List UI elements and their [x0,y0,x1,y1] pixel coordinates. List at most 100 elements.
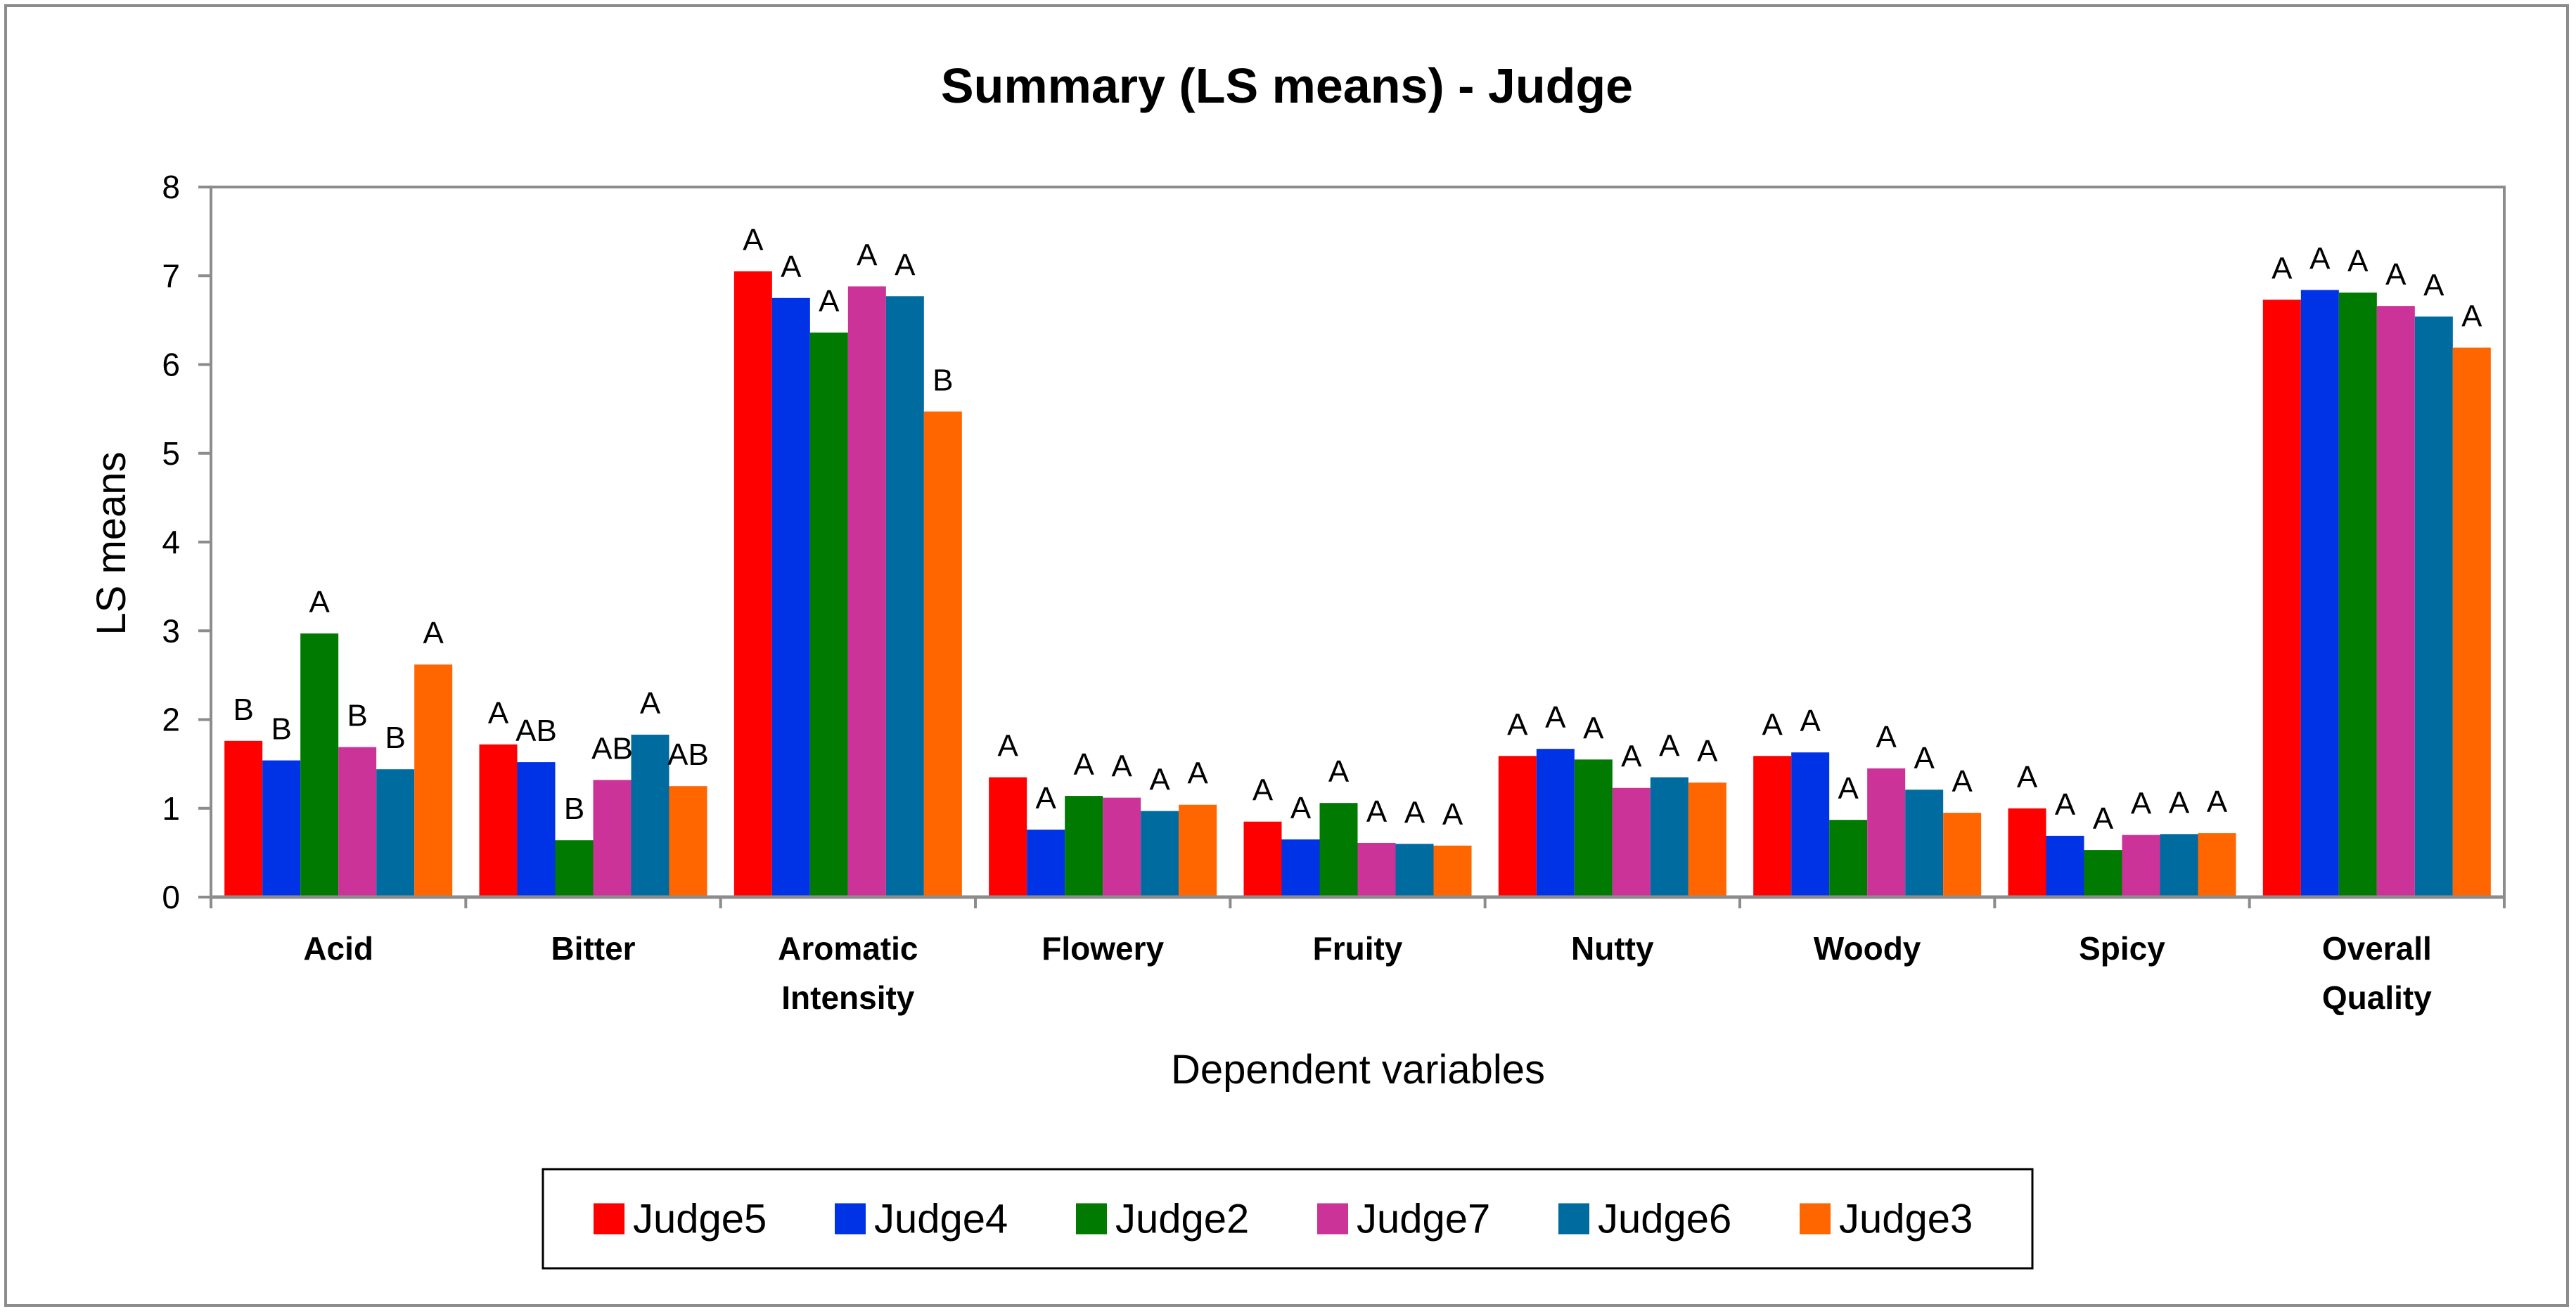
y-tick-label: 7 [162,257,180,294]
x-tick-label: Aromatic Intensity [778,930,918,1016]
group-label: B [564,792,584,826]
y-tick-label: 4 [162,524,180,560]
group-label: A [423,616,444,650]
bar-judge7-3 [1103,797,1141,897]
legend-label-judge5: Judge5 [633,1197,767,1242]
bar-judge4-0 [262,760,301,897]
chart-title: Summary (LS means) - Judge [941,58,1633,113]
bar-judge3-0 [414,664,453,897]
bar-judge4-8 [2300,290,2339,897]
bar-judge3-8 [2452,347,2491,897]
bar-judge4-5 [1536,749,1575,897]
group-label: A [1507,707,1528,742]
x-axis-title: Dependent variables [1171,1047,1545,1093]
y-tick-label: 1 [162,790,180,827]
group-label: A [640,686,661,721]
bar-judge2-3 [1065,796,1103,897]
group-label: A [488,696,509,730]
x-tick-label: Spicy [2079,930,2165,967]
bar-judge7-4 [1357,842,1396,897]
group-label: A [2093,801,2114,836]
group-label: A [1697,734,1718,768]
bar-judge7-8 [2376,306,2415,897]
bar-judge5-0 [224,740,263,897]
bar-judge5-2 [733,271,772,897]
bar-judge3-4 [1433,845,1472,897]
bar-judge7-6 [1867,768,1906,897]
bar-judge3-6 [1943,813,1982,897]
x-tick-label: Nutty [1571,930,1654,967]
group-label: A [1035,781,1056,816]
group-label: A [2207,785,2228,819]
group-label: A [1073,747,1094,782]
y-tick-label: 2 [162,702,180,738]
group-label: A [1328,754,1350,789]
group-label: A [1659,729,1680,764]
group-label: A [1187,756,1208,791]
group-label: A [1583,711,1604,745]
group-label: A [1952,764,1973,799]
group-label: AB [515,714,557,748]
bar-judge4-7 [2046,835,2084,897]
bar-judge2-5 [1574,759,1613,897]
legend-label-judge2: Judge2 [1115,1197,1249,1242]
bar-judge5-3 [989,777,1027,897]
group-label: B [933,363,953,397]
x-tick-label: Woody [1814,930,1921,967]
bar-judge2-8 [2338,292,2377,897]
bar-judge5-1 [479,744,518,897]
bar-judge2-6 [1829,820,1868,897]
axes-layer: 0 1 2 3 4 5 6 7 8 Acid Bitter Aromatic Intensity Flow… [162,169,2506,1016]
y-tick-label: 8 [162,169,180,205]
bar-judge5-8 [2262,299,2301,897]
group-label: A [1800,704,1821,738]
y-tick-label: 5 [162,435,180,472]
group-label: A [2423,268,2444,302]
group-label: A [2461,299,2482,334]
group-label: A [1366,794,1388,829]
x-tick-label: Fruity [1313,930,1403,967]
legend-swatch-judge4 [835,1203,866,1235]
group-label: A [1762,707,1783,742]
bar-judge7-7 [2122,835,2160,897]
group-label: A [1621,740,1642,774]
bar-judge6-7 [2160,834,2198,897]
group-label: A [743,223,764,257]
group-label: A [2055,787,2076,822]
group-label: A [1876,720,1897,754]
group-label: A [1290,791,1312,825]
group-label: A [819,284,840,318]
group-label: A [2017,760,2038,794]
bar-judge3-7 [2198,833,2236,897]
bar-judge2-2 [809,333,848,897]
y-tick-label: 3 [162,612,180,649]
bar-judge6-2 [885,296,924,898]
group-label: A [1545,700,1566,735]
group-label: A [997,729,1018,764]
legend-label-judge4: Judge4 [874,1197,1008,1242]
group-label: A [1442,797,1463,832]
bar-judge2-4 [1319,803,1358,897]
group-label: A [895,247,916,282]
group-label: B [271,712,291,747]
bar-judge7-1 [593,780,632,897]
bar-judge4-4 [1281,839,1320,897]
legend-swatch-judge7 [1317,1203,1348,1235]
x-tick-label: Flowery [1042,930,1164,967]
legend-label-judge6: Judge6 [1598,1197,1731,1242]
group-label: B [233,693,253,727]
group-label: A [1252,773,1274,808]
bar-judge6-3 [1141,811,1179,897]
legend-label-judge7: Judge7 [1357,1197,1490,1242]
group-label: A [2385,257,2407,292]
bar-judge5-5 [1498,756,1537,897]
bar-judge2-0 [300,633,339,897]
bar-judge4-3 [1027,830,1065,897]
y-tick-label: 6 [162,347,180,383]
group-label: A [1111,749,1132,784]
bar-judge6-6 [1905,790,1944,897]
bar-judge7-5 [1612,787,1651,897]
group-label: A [1914,741,1935,775]
group-label: A [2309,241,2331,276]
